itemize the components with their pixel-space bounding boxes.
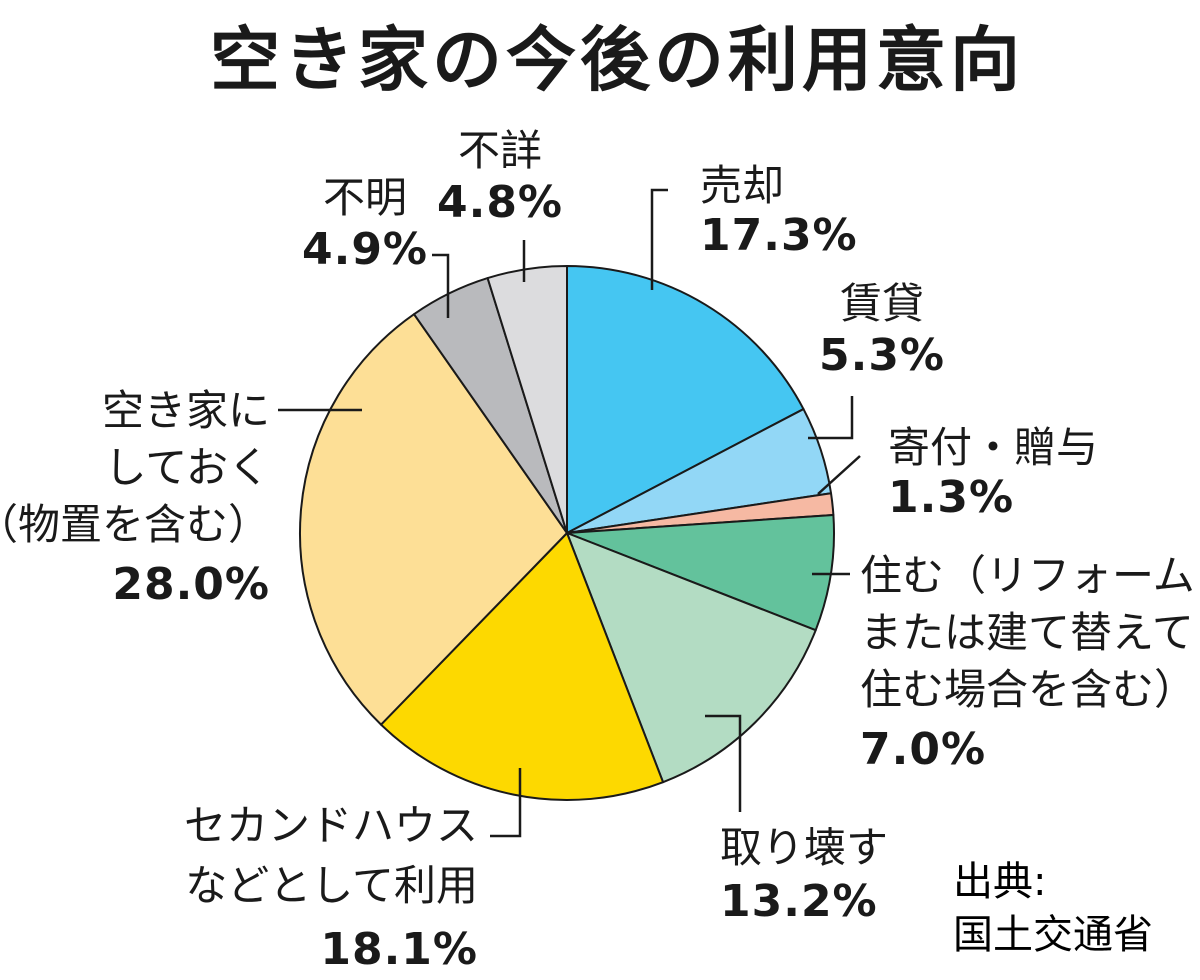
slice-label-text: 寄付・贈与 [888,423,1098,472]
source-line-2: 国土交通省 [953,912,1153,958]
pie-slice-6 [380,532,665,801]
slice-value-label: 5.3% [819,330,945,381]
slice-label-text: 空き家に [102,386,270,435]
pie-slice-5 [566,532,817,784]
slice-value-label: 4.9% [302,224,428,275]
slice-label-text: 住む場合を含む） [860,665,1196,714]
slice-value-label: 13.2% [720,876,878,927]
slice-value-label: 17.3% [700,210,858,261]
slice-label-text: 不詳 [458,126,542,175]
slice-label-9: 不詳4.8% [437,126,563,228]
slice-value-label: 4.8% [437,177,563,228]
pie-slice-9 [486,265,568,534]
pie-slice-1 [566,265,805,534]
pie-slices [299,265,835,801]
slice-value-label: 28.0% [112,559,270,610]
leader-lines [278,188,861,838]
source-note: 出典: 国土交通省 [953,859,1153,958]
slice-value-label: 18.1% [320,924,478,975]
slice-label-text: しておく [105,443,270,492]
slice-label-text: 住む（リフォーム [860,551,1195,600]
slice-label-2: 賃貸5.3% [819,279,945,381]
slice-label-text: 不明 [323,173,407,222]
leader-line-8 [432,253,450,318]
slice-label-text: 取り壊す [720,823,888,872]
leader-line-6 [490,768,522,838]
slice-value-label: 7.0% [860,724,986,775]
slice-value-label: 1.3% [888,472,1014,523]
leader-line-3 [817,455,861,495]
slice-label-8: 不明4.9% [302,173,428,275]
leader-line-2 [808,396,854,440]
leader-line-1 [650,188,668,290]
slice-label-text: または建て替えて [860,608,1194,657]
slice-label-text: セカンドハウス [184,801,478,850]
source-line-1: 出典: [953,859,1046,905]
slice-label-text: などとして利用 [185,861,478,910]
slice-label-text: 売却 [700,161,784,210]
slice-label-text: 賃貸 [840,279,924,328]
leader-line-5 [705,714,742,812]
slice-label-text: （物置を含む） [0,500,270,549]
pie-slice-7 [299,313,568,726]
slice-label-3: 寄付・贈与1.3% [888,423,1098,523]
chart-title: 空き家の今後の利用意向 [210,19,1024,101]
